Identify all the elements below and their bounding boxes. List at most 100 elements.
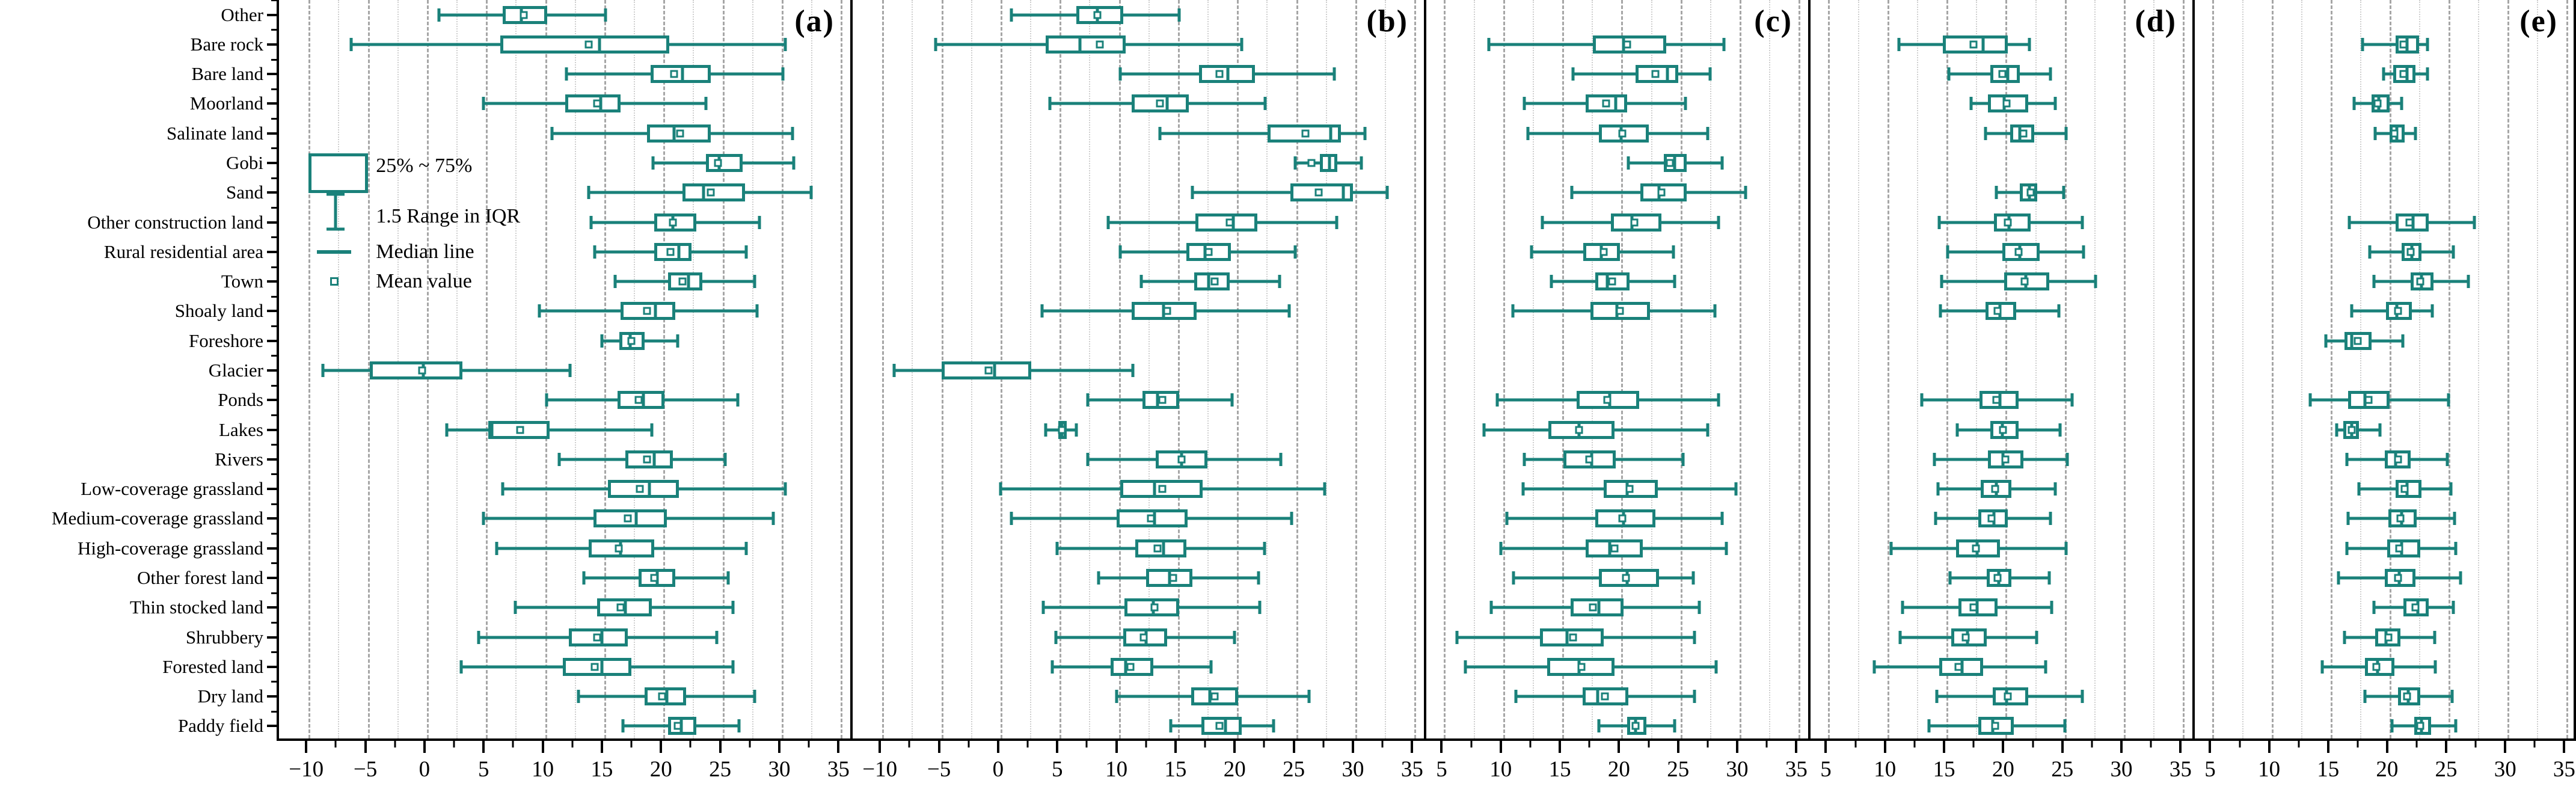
whisker-cap (1230, 393, 1234, 407)
whisker-cap (2324, 334, 2328, 348)
whisker-cap (2433, 630, 2436, 644)
grid-minor-line (2301, 0, 2302, 738)
panel-letter: (b) (1366, 4, 1408, 38)
whisker-cap (731, 601, 735, 615)
mean-marker (2384, 633, 2393, 642)
y-minor-tick (271, 177, 277, 179)
grid-major-line (841, 0, 843, 738)
x-tick-label: −10 (862, 757, 898, 782)
whisker-cap (1177, 8, 1181, 22)
x-major-tick (1292, 741, 1295, 753)
y-major-tick (267, 458, 277, 461)
x-tick-label: 10 (532, 757, 554, 782)
x-tick-label: 25 (709, 757, 732, 782)
mean-marker (1150, 603, 1159, 612)
whisker-cap (1947, 67, 1951, 81)
x-tick-label: 30 (768, 757, 791, 782)
whisker-cap (2049, 67, 2052, 81)
whisker-cap (2049, 512, 2052, 526)
x-minor-tick (1707, 741, 1709, 747)
x-tick-label: 5 (2204, 757, 2216, 782)
y-major-tick (267, 310, 277, 313)
x-tick-label: 30 (1726, 757, 1749, 782)
grid-major-line (2064, 0, 2067, 738)
median-line (634, 509, 638, 528)
mean-marker (616, 603, 625, 612)
legend-iqr-cap (327, 227, 345, 231)
x-minor-tick (689, 741, 692, 747)
whisker-cap (577, 690, 580, 704)
panel-d: (d) (1808, 0, 2192, 741)
x-minor-tick (512, 741, 514, 747)
grid-major-line (2389, 0, 2391, 738)
y-major-tick (267, 13, 277, 16)
whisker-cap (1526, 126, 1530, 140)
panel-a: (a) 25% ~ 75% 1.5 Range in IQR Median line M… (277, 0, 850, 741)
mean-marker (1093, 11, 1102, 19)
median-line (490, 420, 494, 439)
whisker-cap (2350, 304, 2354, 318)
category-label: Shrubbery (185, 626, 263, 648)
whisker-cap (349, 37, 353, 51)
box-iqr (607, 480, 679, 499)
x-major-tick (423, 741, 426, 753)
x-major-tick (2326, 741, 2329, 753)
y-minor-tick (271, 384, 277, 387)
whisker-cap (2452, 245, 2455, 259)
mean-marker (669, 218, 677, 227)
whisker-cap (2414, 126, 2417, 140)
whisker-cap (1697, 601, 1701, 615)
mean-marker (1307, 159, 1316, 167)
x-minor-tick (394, 741, 396, 747)
x-major-tick (2385, 741, 2388, 753)
whisker-cap (1279, 452, 1283, 466)
x-tick-label: 15 (1933, 757, 1955, 782)
y-minor-tick (271, 562, 277, 565)
x-tick-label: 15 (590, 757, 613, 782)
mean-marker (1987, 514, 1996, 523)
whisker-cap (1257, 571, 1260, 585)
median-line (1673, 154, 1676, 173)
whisker-cap (1541, 215, 1544, 229)
mean-marker (1301, 129, 1310, 138)
mean-marker (593, 633, 601, 642)
median-line (993, 361, 996, 379)
grid-major-line (2005, 0, 2008, 738)
grid-major-line (1562, 0, 1565, 738)
whisker-cap (1995, 186, 1998, 200)
x-tick-label: 35 (1400, 757, 1423, 782)
category-label: Paddy field (177, 715, 263, 737)
whisker-cap (753, 690, 756, 704)
mean-marker (584, 40, 593, 49)
whisker-cap (2346, 512, 2350, 526)
whisker-cap (1693, 630, 1696, 644)
x-major-tick (1499, 741, 1502, 753)
x-minor-tick (2298, 741, 2300, 747)
grid-minor-line (1710, 0, 1711, 738)
x-tick-label: 15 (2317, 757, 2340, 782)
whisker-cap (651, 156, 655, 170)
whisker-cap (1505, 512, 1509, 526)
mean-marker (2373, 99, 2382, 108)
whisker-cap (1097, 571, 1100, 585)
mean-marker (1158, 396, 1167, 404)
whisker-cap (2053, 482, 2057, 496)
x-minor-tick (808, 741, 810, 747)
whisker-cap (1499, 541, 1503, 555)
x-tick-label: −5 (927, 757, 951, 782)
panel-letter: (c) (1754, 4, 1792, 38)
whisker-cap (1706, 126, 1710, 140)
mean-marker (666, 248, 675, 256)
whisker-cap (2447, 393, 2450, 407)
grid-major-line (1680, 0, 1682, 738)
whisker-cap (1332, 67, 1336, 81)
x-major-tick (600, 741, 603, 753)
legend-box-label: 25% ~ 75% (376, 154, 473, 177)
grid-minor-line (2153, 0, 2155, 738)
grid-major-line (1828, 0, 1830, 738)
mean-marker (1666, 159, 1674, 167)
x-tick-label: −10 (289, 757, 324, 782)
box-iqr (2387, 539, 2420, 557)
mean-marker (1954, 663, 1963, 671)
